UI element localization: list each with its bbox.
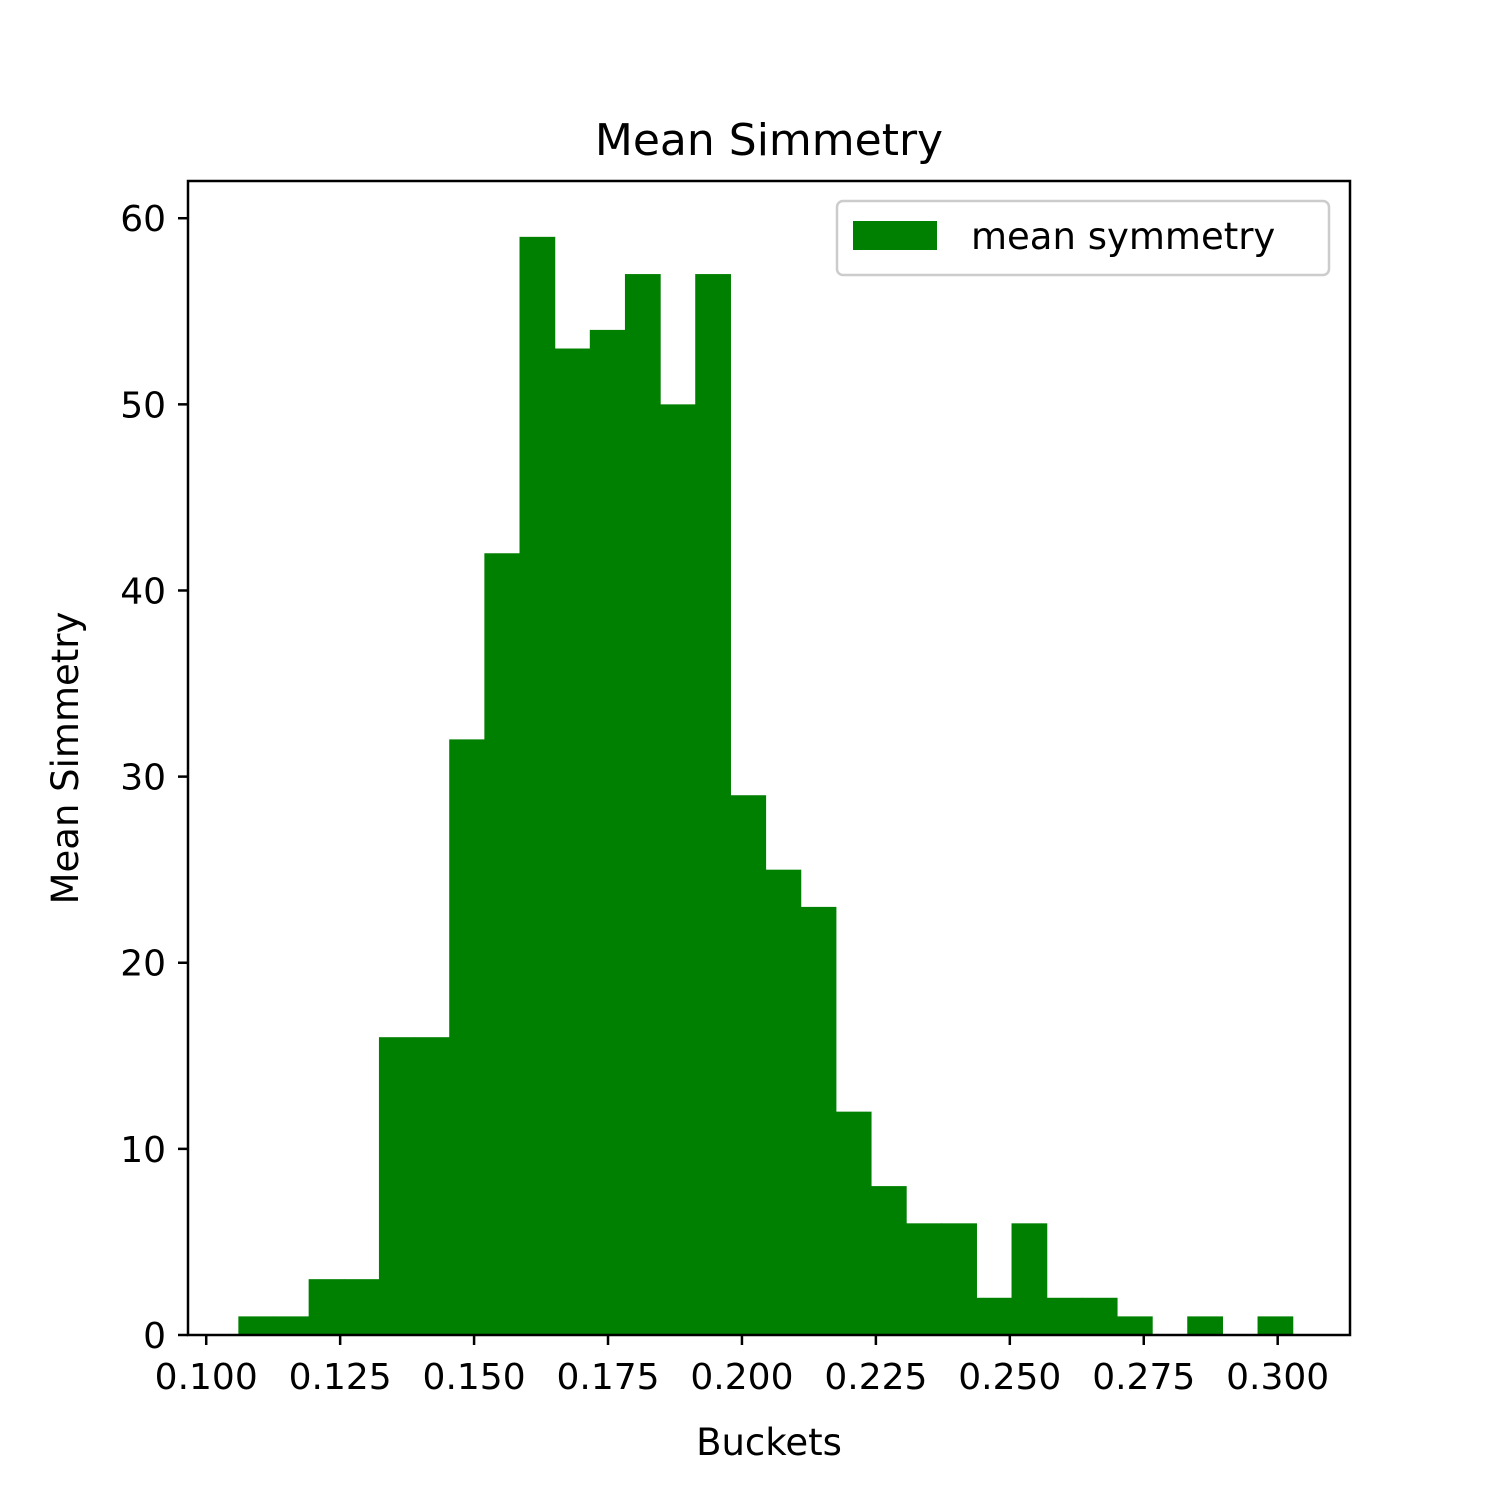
histogram-bar — [554, 348, 591, 1336]
histogram-bar — [660, 404, 696, 1335]
x-axis-ticks: 0.100 0.125 0.150 0.175 0.200 0.225 0.250 0.275… — [155, 1335, 1329, 1398]
histogram-bar — [484, 553, 521, 1335]
y-tick-label: 40 — [120, 571, 166, 612]
histogram-bar — [449, 739, 485, 1335]
histogram-bar — [1046, 1297, 1083, 1335]
x-tick-label: 0.300 — [1226, 1357, 1329, 1398]
histogram-bar — [976, 1297, 1013, 1335]
x-axis-label: Buckets — [696, 1421, 842, 1464]
histogram-bar — [800, 906, 837, 1335]
histogram-bar — [624, 274, 661, 1336]
y-tick-label: 50 — [120, 385, 166, 426]
histogram-bar — [941, 1223, 977, 1335]
histogram-bar — [870, 1186, 907, 1335]
histogram-bar — [519, 236, 556, 1335]
histogram-bar — [308, 1279, 345, 1335]
histogram-bar — [1187, 1316, 1223, 1335]
y-axis-label: Mean Simmetry — [44, 612, 87, 905]
x-tick-label: 0.275 — [1092, 1357, 1195, 1398]
x-tick-label: 0.100 — [155, 1357, 258, 1398]
legend-box — [835, 199, 1331, 277]
bars-group — [238, 236, 1294, 1336]
histogram-bar — [378, 1037, 415, 1335]
y-axis-ticks: 0 10 20 30 40 50 60 — [120, 199, 188, 1357]
histogram-bar — [1011, 1223, 1048, 1335]
chart-title: Mean Simmetry — [595, 115, 943, 166]
histogram-bar — [835, 1111, 872, 1335]
histogram-bar — [1116, 1316, 1153, 1335]
histogram-bar — [1257, 1316, 1294, 1335]
x-tick-label: 0.175 — [556, 1357, 659, 1398]
x-tick-label: 0.150 — [423, 1357, 526, 1398]
x-tick-label: 0.200 — [690, 1357, 793, 1398]
histogram-bar — [1081, 1297, 1118, 1335]
histogram-bar — [730, 795, 767, 1335]
histogram-bar — [414, 1037, 450, 1335]
legend: mean symmetry — [835, 199, 1331, 277]
y-tick-label: 20 — [120, 944, 166, 985]
histogram-bar — [589, 329, 626, 1336]
histogram-bar — [238, 1316, 275, 1335]
y-tick-label: 10 — [120, 1130, 166, 1171]
histogram-bar — [906, 1223, 942, 1335]
y-tick-label: 30 — [120, 758, 166, 799]
x-tick-label: 0.225 — [824, 1357, 927, 1398]
histogram-bar — [343, 1279, 380, 1335]
histogram-bar — [695, 274, 731, 1336]
legend-label: mean symmetry — [971, 215, 1275, 258]
y-tick-label: 0 — [143, 1316, 166, 1357]
y-tick-label: 60 — [120, 199, 166, 240]
x-tick-label: 0.250 — [958, 1357, 1061, 1398]
histogram-bar — [765, 869, 802, 1335]
plot-frame — [186, 179, 1352, 1337]
legend-swatch — [853, 221, 937, 250]
x-tick-label: 0.125 — [289, 1357, 392, 1398]
histogram-bar — [273, 1316, 310, 1335]
